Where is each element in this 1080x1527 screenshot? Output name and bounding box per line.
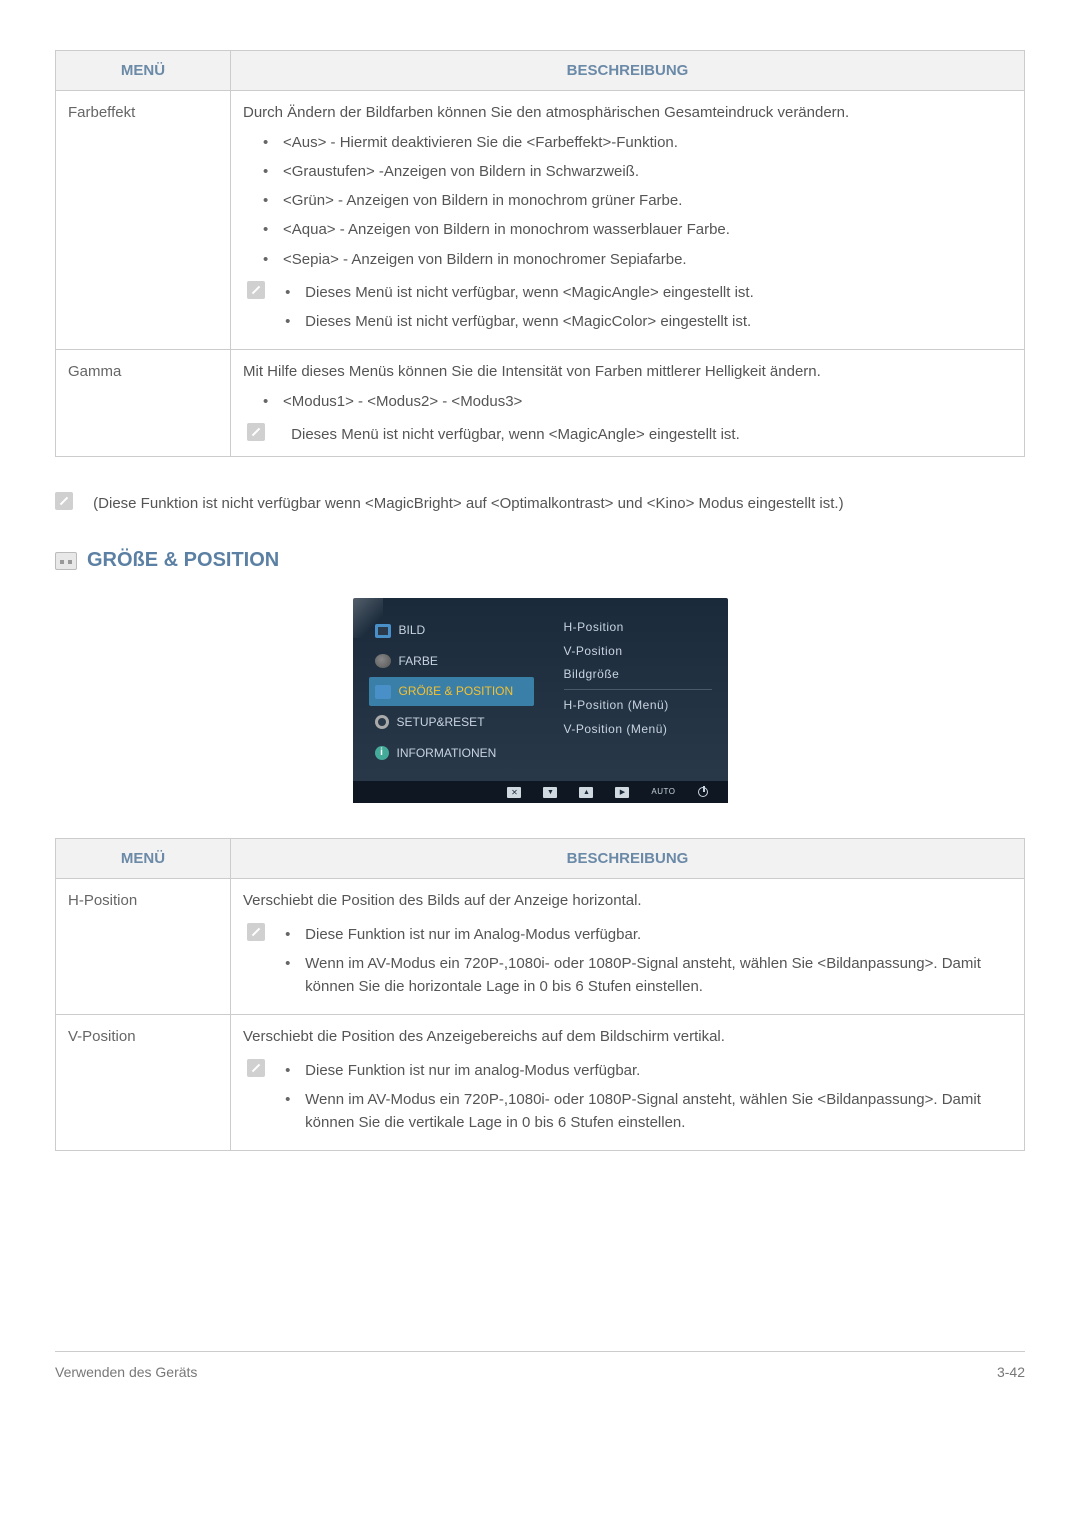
footer-left: Verwenden des Geräts [55,1362,197,1384]
osd-item-label: FARBE [399,652,438,671]
desc-cell: Verschiebt die Position des Anzeigeberei… [231,1015,1025,1151]
note-list: Diese Funktion ist nur im Analog-Modus v… [275,923,1000,1005]
desc-cell: Mit Hilfe dieses Menüs können Sie die In… [231,350,1025,457]
table-row: H-Position Verschiebt die Position des B… [56,879,1025,1015]
page-footer: Verwenden des Geräts 3-42 [55,1351,1025,1384]
bullet-item: <Aqua> - Anzeigen von Bildern in monochr… [263,218,1012,241]
note-item: Dieses Menü ist nicht verfügbar, wenn <M… [285,281,1000,304]
menu-cell: H-Position [56,879,231,1015]
osd-divider [564,689,712,690]
bullet-item: <Graustufen> -Anzeigen von Bildern in Sc… [263,160,1012,183]
note-item: Dieses Menü ist nicht verfügbar, wenn <M… [285,310,1000,333]
note-block: Dieses Menü ist nicht verfügbar, wenn <M… [243,281,1012,340]
osd-up-icon [579,787,593,798]
note-icon [247,1059,265,1077]
osd-sub-item: V-Position [564,642,712,661]
menu-cell: Farbeffekt [56,91,231,350]
menu-cell: V-Position [56,1015,231,1151]
note-block: Diese Funktion ist nur im analog-Modus v… [243,1059,1012,1141]
bullet-item: <Aus> - Hiermit deaktivieren Sie die <Fa… [263,131,1012,154]
osd-right-menu: H-Position V-Position Bildgröße H-Positi… [564,616,712,769]
intro-text: Verschiebt die Position des Anzeigeberei… [243,1025,1012,1048]
osd-item-label: INFORMATIONEN [397,744,497,763]
footer-right: 3-42 [997,1362,1025,1384]
note-item: Diese Funktion ist nur im analog-Modus v… [285,1059,1000,1082]
th-desc: BESCHREIBUNG [231,839,1025,879]
note-block: Dieses Menü ist nicht verfügbar, wenn <M… [243,423,1012,446]
osd-down-icon [543,787,557,798]
section-heading: GRÖßE & POSITION [55,545,1025,576]
osd-auto-label: AUTO [651,786,675,798]
menu-cell: Gamma [56,350,231,457]
table-row: Gamma Mit Hilfe dieses Menüs können Sie … [56,350,1025,457]
th-menu: MENÜ [56,51,231,91]
note-icon [55,492,73,510]
th-menu: MENÜ [56,839,231,879]
desc-cell: Durch Ändern der Bildfarben können Sie d… [231,91,1025,350]
bullet-item: <Sepia> - Anzeigen von Bildern in monoch… [263,248,1012,271]
bullet-item: <Grün> - Anzeigen von Bildern in monochr… [263,189,1012,212]
note-item: Wenn im AV-Modus ein 720P-,1080i- oder 1… [285,1088,1000,1135]
bullet-list: <Aus> - Hiermit deaktivieren Sie die <Fa… [243,131,1012,271]
bullet-list: <Modus1> - <Modus2> - <Modus3> [243,390,1012,413]
setup-icon [375,715,389,729]
osd-sub-item: Bildgröße [564,665,712,684]
osd-power-icon [698,787,708,797]
note-text: (Diese Funktion ist nicht verfügbar wenn… [83,495,843,512]
position-icon [55,552,77,570]
osd-right-icon [615,787,629,798]
note-icon [247,281,265,299]
desc-cell: Verschiebt die Position des Bilds auf de… [231,879,1025,1015]
osd-screenshot: BILD FARBE GRÖßE & POSITION SETUP&RESET … [55,598,1025,803]
section-title: GRÖßE & POSITION [87,545,279,576]
osd-item-label: SETUP&RESET [397,713,485,732]
osd-sub-item: H-Position (Menü) [564,696,712,715]
table-row: Farbeffekt Durch Ändern der Bildfarben k… [56,91,1025,350]
osd-item-label: GRÖßE & POSITION [399,682,514,701]
intro-text: Durch Ändern der Bildfarben können Sie d… [243,101,1012,124]
note-item: Wenn im AV-Modus ein 720P-,1080i- oder 1… [285,952,1000,999]
note-block: Diese Funktion ist nur im Analog-Modus v… [243,923,1012,1005]
table-row: V-Position Verschiebt die Position des A… [56,1015,1025,1151]
osd-item-label: BILD [399,621,426,640]
osd-sub-item: V-Position (Menü) [564,720,712,739]
farbe-icon [375,654,391,668]
note-icon [247,923,265,941]
note-item: Diese Funktion ist nur im Analog-Modus v… [285,923,1000,946]
intro-text: Mit Hilfe dieses Menüs können Sie die In… [243,360,1012,383]
note-text: Dieses Menü ist nicht verfügbar, wenn <M… [275,423,1000,446]
position-icon [375,685,391,699]
osd-bottom-bar: AUTO [353,781,728,803]
th-desc: BESCHREIBUNG [231,51,1025,91]
info-icon: i [375,746,389,760]
note-icon [247,423,265,441]
osd-sub-item: H-Position [564,618,712,637]
intro-text: Verschiebt die Position des Bilds auf de… [243,889,1012,912]
page-note: (Diese Funktion ist nicht verfügbar wenn… [55,492,1025,515]
osd-close-icon [507,787,521,798]
bullet-item: <Modus1> - <Modus2> - <Modus3> [263,390,1012,413]
bild-icon [375,624,391,638]
note-list: Dieses Menü ist nicht verfügbar, wenn <M… [275,281,1000,340]
osd-left-menu: BILD FARBE GRÖßE & POSITION SETUP&RESET … [369,616,534,769]
table-position: MENÜ BESCHREIBUNG H-Position Verschiebt … [55,838,1025,1151]
table-farbeffekt-gamma: MENÜ BESCHREIBUNG Farbeffekt Durch Änder… [55,50,1025,457]
note-list: Diese Funktion ist nur im analog-Modus v… [275,1059,1000,1141]
